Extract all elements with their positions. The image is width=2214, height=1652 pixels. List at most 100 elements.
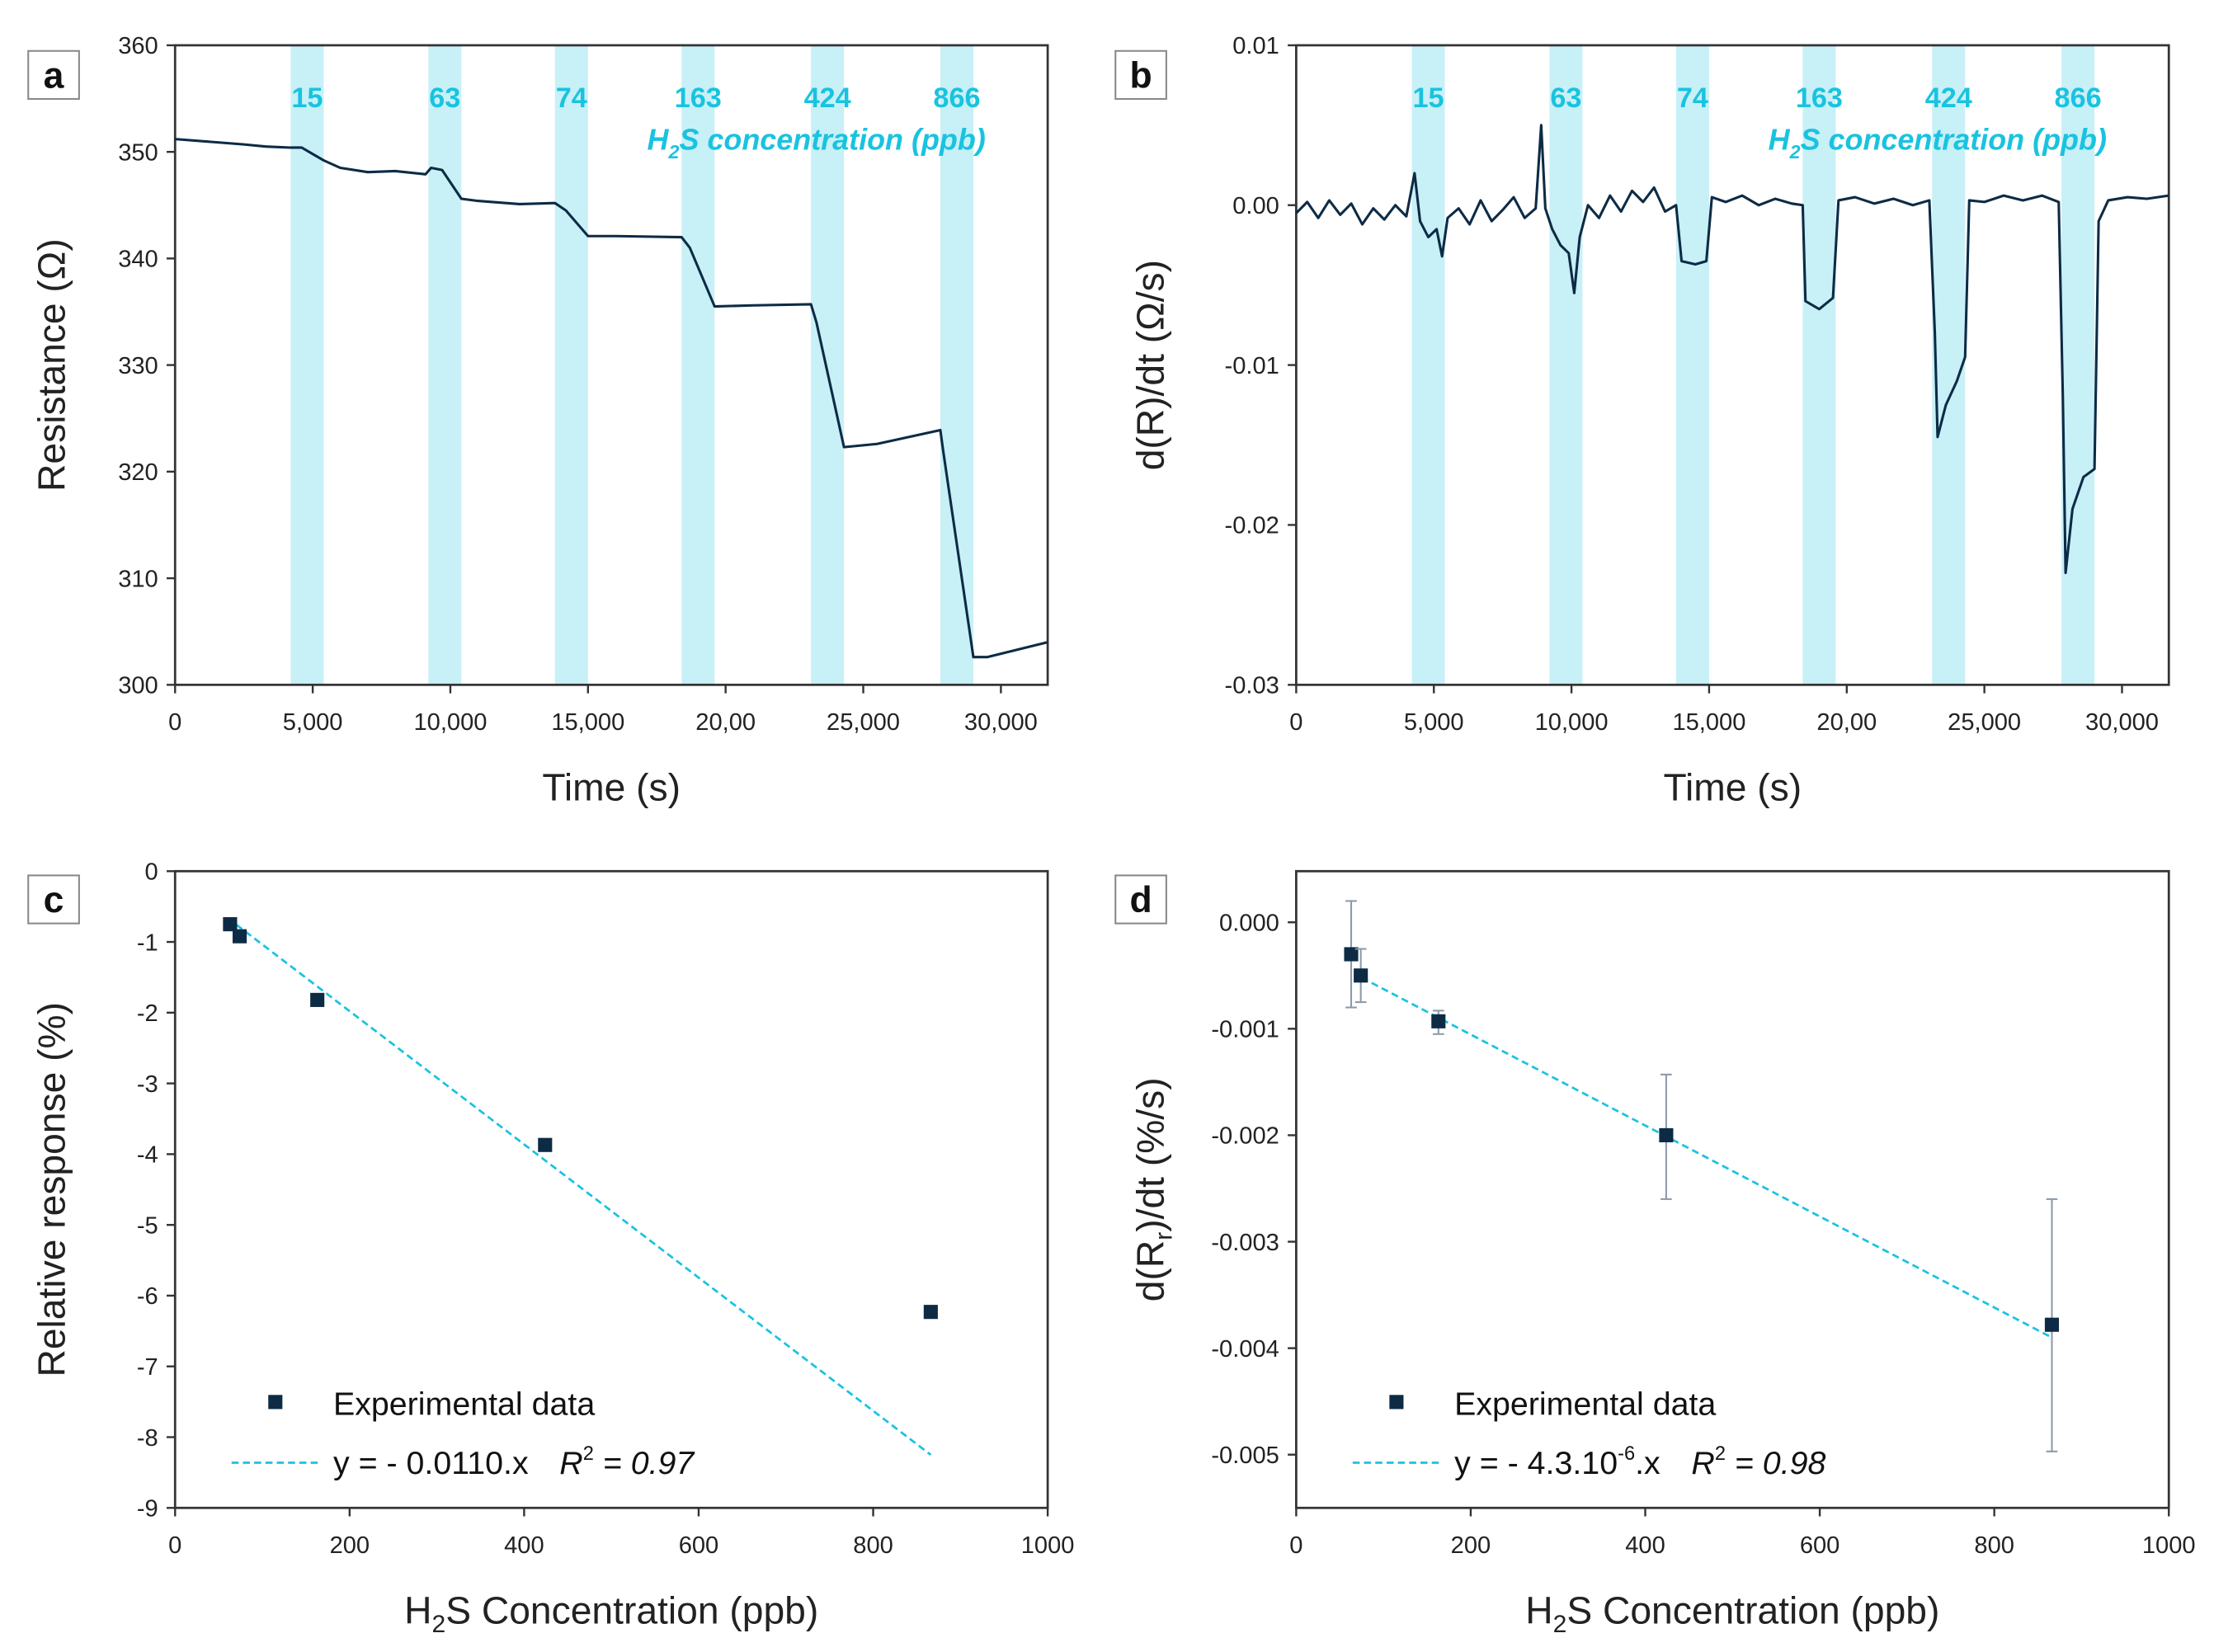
exposure-band xyxy=(1802,45,1836,685)
r2-symbol: R xyxy=(1691,1445,1714,1481)
data-point xyxy=(1354,968,1368,983)
data-point xyxy=(1431,1014,1446,1028)
x-tick-label: 800 xyxy=(853,1532,893,1559)
x-tick-label: 200 xyxy=(330,1532,370,1559)
exposure-label: 866 xyxy=(2055,82,2102,114)
x-tick-label: 800 xyxy=(1974,1532,2014,1559)
x-tick-label: 1000 xyxy=(1021,1532,1075,1559)
text-part: )/dt (%/s) xyxy=(1128,1077,1171,1231)
panel-tag: c xyxy=(44,880,64,920)
y-tick-label: -2 xyxy=(137,1000,158,1027)
exposure-band xyxy=(1932,45,1966,685)
exposure-label: 15 xyxy=(291,82,323,114)
data-point xyxy=(232,929,247,944)
y-tick-label: -8 xyxy=(137,1425,158,1452)
y-tick-label: -3 xyxy=(137,1071,158,1098)
r2-exponent: 2 xyxy=(583,1443,594,1465)
x-tick-label: 15,000 xyxy=(1672,709,1745,736)
y-tick-label: 300 xyxy=(118,673,158,699)
panel-b: 15 63 74 163 424 866 H2S concentration (ppb) 0 5… xyxy=(1114,33,2170,809)
x-tick-label: 10,000 xyxy=(413,709,487,736)
fit-equation: y = - 0.0110.x xyxy=(333,1445,529,1481)
y-tick-label: -6 xyxy=(137,1283,158,1310)
panel-d: 0 200 400 600 800 1000 0.000 -0.001 -0.002 -0.003… xyxy=(1114,869,2196,1638)
y-tick-label: -9 xyxy=(137,1496,158,1523)
concentration-annotation: H2S concentration (ppb) xyxy=(1769,123,2107,162)
exposure-band xyxy=(428,45,462,685)
x-tick-label: 30,000 xyxy=(2085,709,2159,736)
r2-exponent: 2 xyxy=(1715,1443,1726,1465)
x-axis-label: Time (s) xyxy=(542,766,681,809)
data-point xyxy=(923,1305,938,1320)
fit-equation: y = - 4.3.10 xyxy=(1454,1445,1618,1481)
y-tick-label: 0.01 xyxy=(1232,33,1279,59)
data-point xyxy=(223,917,238,932)
data-point xyxy=(2044,1317,2060,1332)
series-line xyxy=(1295,124,2169,575)
panel-a: 15 63 74 163 424 866 H2S concentration (ppb) 0 5… xyxy=(27,33,1049,809)
y-tick-label: 0 xyxy=(145,859,158,886)
text-part: S concentration (ppb) xyxy=(1801,123,2107,157)
x-tick-label: 20,00 xyxy=(1816,709,1877,736)
x-tick-label: 600 xyxy=(1800,1532,1840,1559)
y-tick-label: -0.02 xyxy=(1225,513,1279,539)
y-tick-label: 350 xyxy=(118,139,158,166)
exposure-label: 866 xyxy=(933,82,980,114)
x-tick-label: 600 xyxy=(679,1532,719,1559)
x-tick-label: 400 xyxy=(1625,1532,1665,1559)
x-tick-label: 0 xyxy=(168,709,181,736)
y-tick-label: 340 xyxy=(118,247,158,273)
text-part: H xyxy=(647,123,669,157)
exposure-band xyxy=(2061,45,2095,685)
text-part: H xyxy=(1525,1589,1552,1632)
legend-marker xyxy=(1389,1395,1404,1410)
x-tick-label: 5,000 xyxy=(283,709,343,736)
legend-fit-label: y = - 4.3.10-6.x R2 = 0.98 xyxy=(1454,1443,1825,1481)
fit-equation-end: .x xyxy=(1635,1445,1660,1481)
subscript: 2 xyxy=(667,141,679,162)
exposure-band xyxy=(290,45,324,685)
fit-exponent: -6 xyxy=(1618,1443,1635,1465)
exposure-band xyxy=(811,45,845,685)
y-tick-label: -0.003 xyxy=(1211,1230,1279,1256)
fit-line xyxy=(1361,977,2053,1339)
x-tick-label: 0 xyxy=(1289,709,1302,736)
y-tick-label: 0.00 xyxy=(1232,193,1279,219)
y-tick-label: 320 xyxy=(118,459,158,486)
text-part: S Concentration (ppb) xyxy=(445,1589,818,1632)
exposure-band xyxy=(681,45,715,685)
data-point xyxy=(1659,1127,1674,1142)
legend-label: Experimental data xyxy=(1454,1386,1716,1422)
text-part: H xyxy=(1769,123,1791,157)
exposure-band xyxy=(1549,45,1583,685)
y-tick-label: -0.001 xyxy=(1211,1017,1279,1043)
y-tick-label: -0.004 xyxy=(1211,1336,1279,1363)
x-tick-label: 0 xyxy=(168,1532,181,1559)
x-tick-label: 15,000 xyxy=(551,709,624,736)
exposure-band xyxy=(940,45,974,685)
y-tick-label: -1 xyxy=(137,930,158,956)
y-axis-label: Resistance (Ω) xyxy=(31,238,73,492)
text-part: H xyxy=(404,1589,431,1632)
exposure-label: 15 xyxy=(1413,82,1444,114)
y-tick-label: -4 xyxy=(137,1142,158,1169)
legend-marker xyxy=(268,1395,283,1410)
exposure-band xyxy=(554,45,588,685)
exposure-label: 424 xyxy=(1925,82,1972,114)
concentration-annotation: H2S concentration (ppb) xyxy=(647,123,985,162)
panel-tag-box xyxy=(27,49,80,100)
y-tick-label: 360 xyxy=(118,33,158,59)
x-tick-label: 0 xyxy=(1289,1532,1302,1559)
exposure-label: 163 xyxy=(1796,82,1843,114)
exposure-label: 63 xyxy=(1550,82,1581,114)
r2-value: = 0.98 xyxy=(1726,1445,1826,1481)
r2-symbol: R xyxy=(559,1445,582,1481)
legend-label: Experimental data xyxy=(333,1386,595,1422)
exposure-band xyxy=(1411,45,1445,685)
panel-tag-box xyxy=(1114,874,1167,925)
x-tick-label: 200 xyxy=(1451,1532,1491,1559)
x-tick-label: 5,000 xyxy=(1404,709,1464,736)
x-axis-label: Time (s) xyxy=(1663,766,1802,809)
y-tick-label: -0.01 xyxy=(1225,353,1279,379)
exposure-label: 163 xyxy=(675,82,722,114)
